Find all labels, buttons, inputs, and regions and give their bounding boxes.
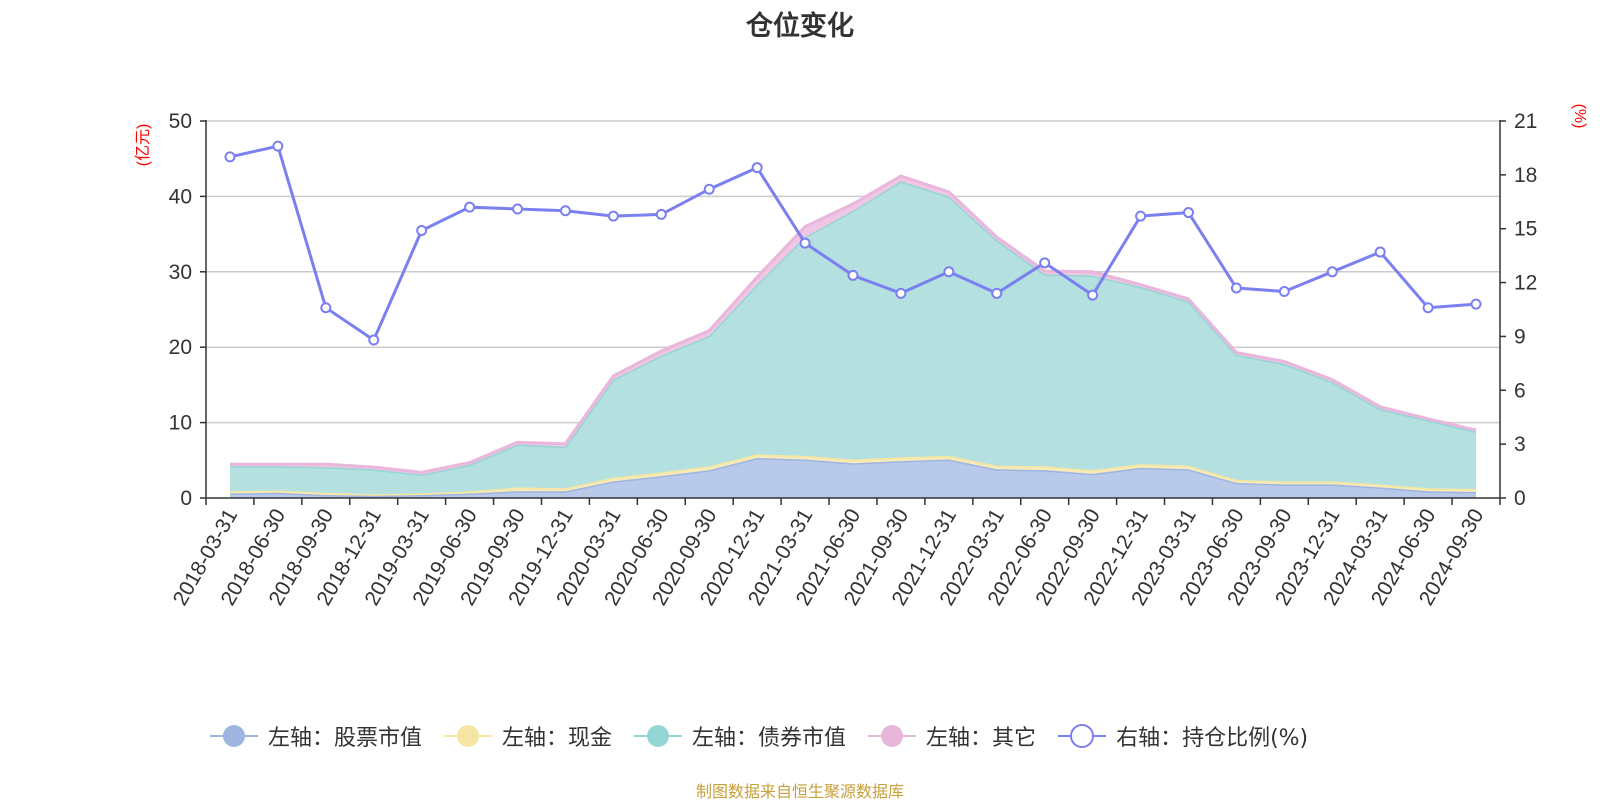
y-left-tick-label: 0 [180,487,192,510]
legend: 左轴：股票市值 左轴：现金 左轴：债券市值 左轴：其它 右轴：持仓比例(%) [210,720,1330,752]
ratio-point [368,334,380,346]
ratio-point [559,205,571,217]
area-fill-1 [230,454,1476,496]
legend-marker-icon [1058,724,1107,748]
legend-item[interactable]: 右轴：持仓比例(%) [1058,720,1308,752]
ratio-point [895,287,907,299]
y-right-tick-label: 12 [1514,272,1537,295]
area-fill-0 [230,458,1476,498]
y-right-tick-label: 3 [1514,433,1526,456]
y-right-axis-label: (%) [1571,104,1588,129]
ratio-point [751,162,763,174]
ratio-point [1374,246,1386,258]
ratio-point [512,203,524,215]
chart-title: 仓位变化 [746,11,854,42]
area-fill-2 [230,181,1476,495]
ratio-point [224,151,236,163]
ratio-point [1326,266,1338,278]
ratio-point [991,287,1003,299]
ratio-point [607,210,619,222]
ratio-point [1135,210,1147,222]
ratio-point [847,269,859,281]
area-series [229,174,1477,498]
ratio-point [1230,282,1242,294]
ratio-point [272,140,284,152]
legend-label: 左轴：其它 [926,726,1037,751]
ratio-point [1182,207,1194,219]
ratio-point [655,208,667,220]
y-right-tick-label: 18 [1514,164,1537,187]
chart-area: 010203040500369121518212018-03-312018-06… [134,104,1588,610]
legend-label: 左轴：现金 [502,726,613,751]
y-left-tick-label: 40 [169,185,192,208]
area-line-3 [230,174,1477,474]
ratio-point [1087,289,1099,301]
y-right-tick-label: 6 [1514,379,1526,402]
ratio-point [1278,286,1290,298]
legend-item[interactable]: 左轴：现金 [444,720,612,752]
legend-label: 左轴：债券市值 [692,726,847,751]
legend-marker-icon [444,725,493,747]
ratio-point [416,225,428,237]
legend-item[interactable]: 左轴：债券市值 [634,720,846,752]
y-left-tick-label: 20 [169,336,192,359]
y-right-tick-label: 15 [1514,218,1537,241]
ratio-line-series [224,140,1482,346]
y-right-tick-label: 21 [1514,110,1537,133]
ratio-point [799,237,811,249]
ratio-point [1039,257,1051,269]
ratio-point [1422,302,1434,314]
ratio-point [1470,298,1482,310]
y-left-tick-label: 10 [169,412,192,435]
ratio-point [943,266,955,278]
ratio-point [464,201,476,213]
ratio-point [703,183,715,195]
legend-marker-icon [634,725,683,747]
legend-label: 左轴：股票市值 [268,726,423,751]
y-left-axis-label: (亿元) [134,124,152,167]
legend-label: 右轴：持仓比例(%) [1116,726,1309,751]
legend-item[interactable]: 左轴：其它 [868,720,1036,752]
y-left-tick-label: 50 [169,110,192,133]
source-footer: 制图数据来自恒生聚源数据库 [695,782,904,801]
y-right-tick-label: 9 [1514,325,1526,348]
legend-item[interactable]: 左轴：股票市值 [210,720,422,752]
y-right-tick-label: 0 [1514,487,1526,510]
legend-marker-icon [210,725,258,747]
ratio-point [320,302,332,314]
legend-marker-icon [868,725,917,747]
y-left-tick-label: 30 [169,261,192,284]
